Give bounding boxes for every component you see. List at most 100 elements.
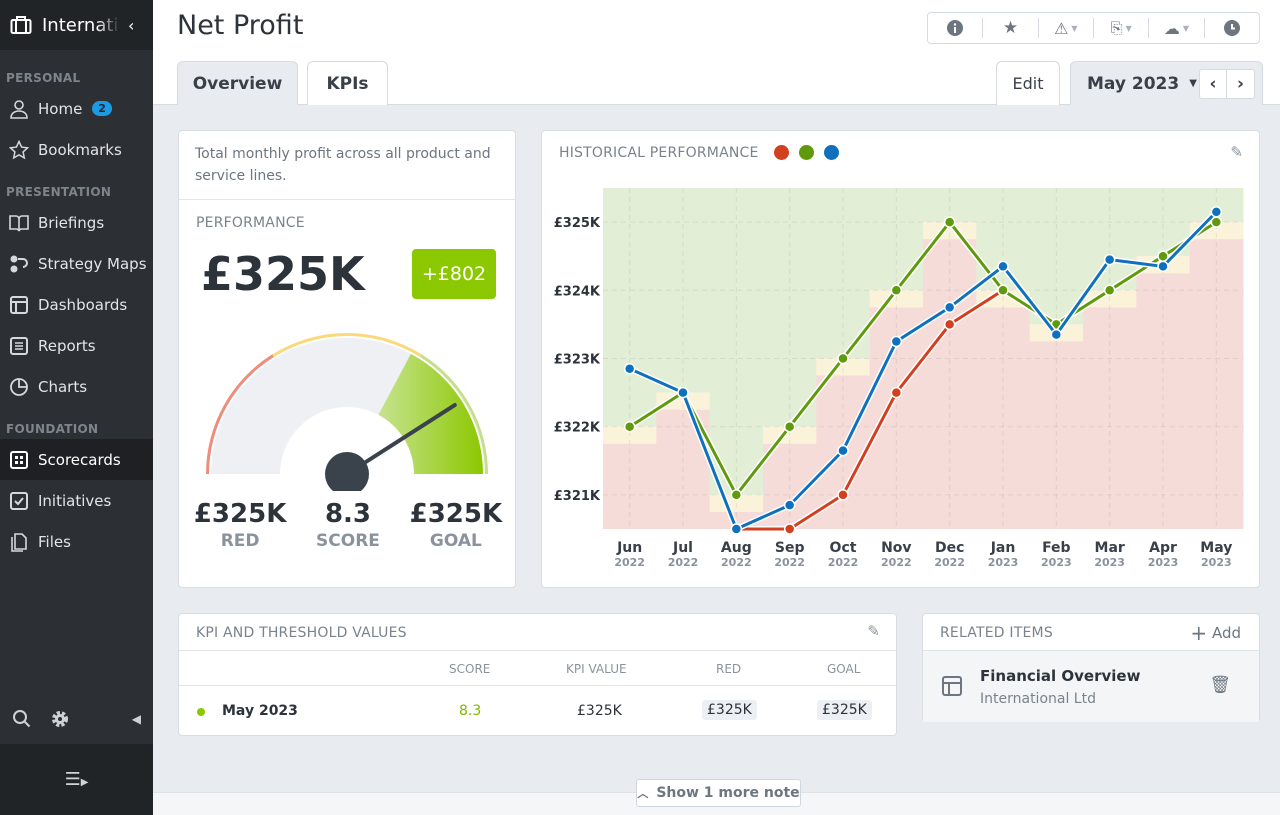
sidebar-item-label: Reports — [38, 336, 96, 355]
legend-dot[interactable] — [774, 145, 789, 160]
x-tick-label: Jul — [672, 540, 693, 556]
x-tick-label: Aug — [721, 540, 752, 556]
column-header-score: SCORE — [449, 662, 491, 676]
sidebar-item-label: Charts — [38, 377, 88, 396]
x-tick-label: Jun — [616, 540, 642, 556]
sidebar-item-label: Files — [38, 532, 71, 551]
data-point[interactable] — [837, 352, 849, 365]
sidebar-item-initiatives[interactable]: Initiatives — [0, 480, 153, 521]
sidebar-item-strategy-maps[interactable]: Strategy Maps — [0, 243, 153, 284]
related-item-sub: International Ltd — [980, 691, 1096, 707]
sidebar-item-label: Strategy Maps — [38, 254, 147, 273]
sidebar-item-briefings[interactable]: Briefings — [0, 202, 153, 243]
below-threshold-band — [603, 443, 657, 529]
data-point[interactable] — [730, 523, 743, 535]
row-score: 8.3 — [459, 703, 482, 719]
user-icon — [10, 99, 28, 119]
data-point[interactable] — [783, 523, 796, 535]
legend-dot[interactable] — [824, 145, 839, 160]
previous-period-button[interactable]: ‹ — [1200, 70, 1227, 98]
checkbox-icon — [10, 491, 28, 510]
legend-dot[interactable] — [799, 145, 814, 160]
chevron-down-icon: ▼ — [1071, 23, 1078, 33]
collapse-arrow-icon[interactable]: ◀ — [131, 712, 141, 726]
x-tick-label: Feb — [1042, 540, 1071, 556]
data-point[interactable] — [1157, 260, 1169, 273]
data-point[interactable] — [623, 362, 636, 375]
gear-icon[interactable] — [50, 709, 70, 729]
x-tick-year: 2023 — [1201, 556, 1232, 569]
data-point[interactable] — [890, 386, 903, 399]
below-threshold-band — [976, 307, 1031, 529]
edit-button[interactable]: Edit — [996, 61, 1060, 105]
y-tick-label: £323K — [554, 353, 601, 368]
x-tick-year: 2022 — [934, 556, 965, 569]
bookmark-button[interactable]: ★ — [983, 18, 1039, 38]
search-icon[interactable] — [12, 709, 32, 729]
tab-overview[interactable]: Overview — [177, 61, 298, 105]
data-point[interactable] — [837, 489, 849, 501]
chevron-down-icon: ▼ — [1125, 23, 1132, 33]
table-row[interactable]: May 2023 8.3 £325K £325K £325K — [179, 698, 896, 724]
data-point[interactable] — [837, 444, 849, 457]
above-goal-band — [656, 188, 711, 393]
related-item-name[interactable]: Financial Overview — [980, 667, 1141, 685]
next-period-button[interactable]: › — [1236, 74, 1244, 94]
sidebar-item-charts[interactable]: Charts — [0, 366, 153, 407]
alert-button[interactable]: ⚠ ▼ — [1039, 18, 1094, 38]
data-point[interactable] — [783, 499, 796, 511]
data-point[interactable] — [677, 386, 689, 399]
data-point[interactable] — [890, 284, 903, 297]
edit-table-icon[interactable]: ✎ — [867, 622, 880, 640]
history-button[interactable] — [1205, 18, 1259, 38]
period-selector[interactable]: May 2023 ▼ ‹ › — [1070, 61, 1263, 105]
sidebar-item-label: Initiatives — [38, 491, 112, 510]
data-point[interactable] — [730, 489, 743, 501]
data-point[interactable] — [1050, 328, 1063, 341]
sidebar-item-home[interactable]: Home 2 — [0, 88, 153, 129]
show-more-notes-button[interactable]: ︿ Show 1 more note — [636, 779, 801, 807]
related-item[interactable]: Financial Overview International Ltd 🗑 — [923, 650, 1259, 722]
tab-kpis[interactable]: KPIs — [307, 61, 388, 105]
x-tick-label: Mar — [1095, 540, 1125, 556]
x-tick-year: 2023 — [1148, 556, 1179, 569]
add-related-button[interactable]: + Add — [1190, 621, 1241, 645]
cloud-upload-button[interactable]: ☁ ▼ — [1149, 18, 1205, 38]
collapse-sidebar-icon[interactable]: ‹ — [128, 15, 135, 35]
menu-toggle-icon[interactable]: ☰▶ — [64, 769, 89, 790]
data-point[interactable] — [943, 318, 956, 331]
data-point[interactable] — [943, 216, 956, 228]
column-header-goal: GOAL — [827, 662, 861, 676]
sidebar-item-bookmarks[interactable]: Bookmarks — [0, 129, 153, 170]
sidebar-item-scorecards[interactable]: Scorecards — [0, 439, 153, 480]
below-threshold-band — [1029, 341, 1084, 529]
x-tick-year: 2022 — [828, 556, 859, 569]
page-header: Net Profit ★ ⚠ ▼ ⎘ ▼ ☁ ▼ Overview KPIs Edit… — [153, 0, 1280, 105]
sidebar-item-label: Bookmarks — [38, 140, 122, 159]
data-point[interactable] — [1103, 253, 1116, 266]
above-goal-band — [603, 188, 657, 427]
x-tick-year: 2022 — [881, 556, 912, 569]
sidebar-item-label: Home — [38, 99, 83, 118]
sidebar-item-dashboards[interactable]: Dashboards — [0, 284, 153, 325]
export-button[interactable]: ⎘ ▼ — [1094, 18, 1150, 38]
data-point[interactable] — [997, 260, 1009, 273]
data-point[interactable] — [943, 301, 956, 314]
x-tick-label: Nov — [881, 540, 911, 556]
data-point[interactable] — [783, 420, 796, 433]
data-point[interactable] — [1210, 206, 1223, 218]
sidebar-item-files[interactable]: Files — [0, 521, 153, 562]
data-point[interactable] — [997, 284, 1009, 297]
info-button[interactable] — [928, 18, 984, 38]
data-point[interactable] — [890, 335, 903, 348]
trash-icon[interactable]: 🗑 — [1209, 675, 1231, 695]
x-tick-label: Sep — [775, 540, 805, 556]
y-tick-label: £321K — [554, 489, 601, 504]
data-point[interactable] — [1103, 284, 1116, 297]
edit-chart-icon[interactable]: ✎ — [1230, 143, 1243, 161]
sidebar-item-reports[interactable]: Reports — [0, 325, 153, 366]
org-switcher[interactable]: International Ltd ‹ — [0, 0, 153, 50]
chevron-down-icon: ▼ — [1182, 23, 1190, 33]
data-point[interactable] — [623, 420, 636, 433]
export-icon: ⎘ — [1110, 19, 1123, 37]
